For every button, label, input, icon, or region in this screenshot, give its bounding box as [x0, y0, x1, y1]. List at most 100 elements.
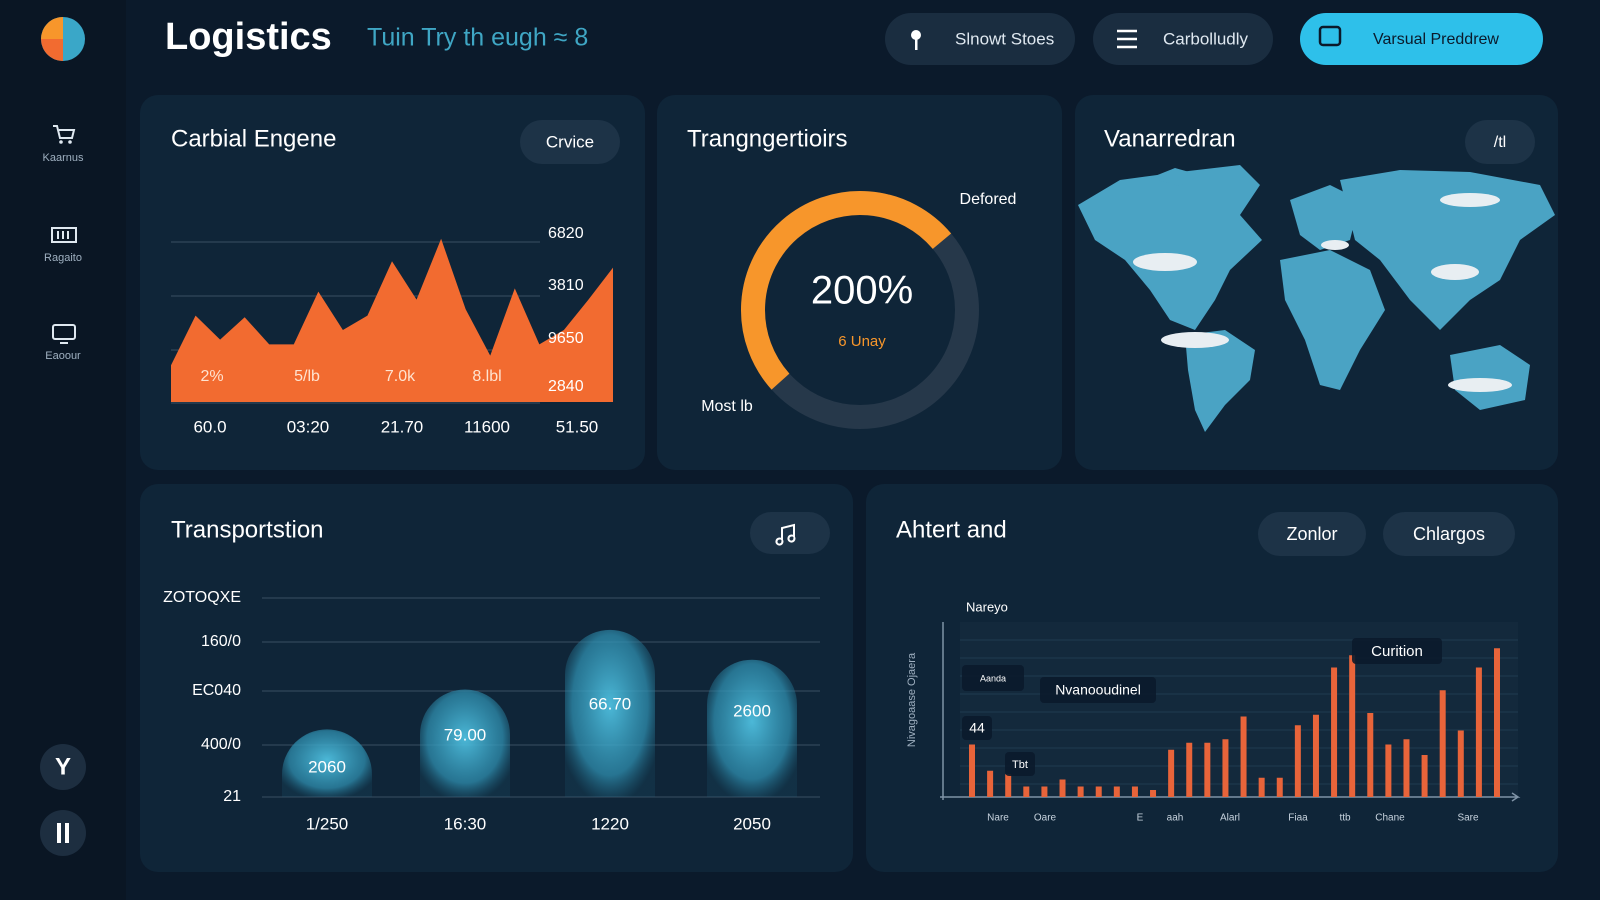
right-label: 6820: [548, 225, 584, 242]
sidebar-item[interactable]: Ragaito: [44, 227, 82, 264]
annotation: 44: [969, 720, 985, 736]
button-label: Chlargos: [1413, 524, 1485, 544]
sidebar-item[interactable]: Kaarnus: [43, 125, 84, 164]
gauge-label: Defored: [960, 191, 1017, 208]
panel-title: Carbial Engene: [171, 125, 336, 152]
x-tick-label: Alarl: [1220, 813, 1240, 824]
bar: [1439, 690, 1446, 797]
x-tick-label: 1/250: [306, 814, 349, 833]
inner-label: 8.lbl: [472, 368, 501, 385]
bar: [1168, 749, 1175, 797]
bar: [1403, 739, 1410, 797]
bar: [1258, 777, 1265, 797]
bar-label: 2600: [733, 701, 771, 720]
avatar-letter: Y: [55, 753, 71, 780]
logo: [41, 17, 85, 61]
button-label: Carbolludly: [1163, 29, 1249, 48]
panel-title: Trangngertioirs: [687, 125, 848, 152]
gauge-arc: [741, 191, 952, 390]
x-tick-label: 1220: [591, 814, 629, 833]
bar: [1023, 786, 1030, 797]
annotation: Tbt: [1012, 759, 1028, 771]
bar: [1367, 713, 1374, 797]
x-tick-label: Nare: [987, 813, 1009, 824]
right-label: 2840: [548, 378, 584, 395]
x-tick-label: 2050: [733, 814, 771, 833]
bar: [1204, 742, 1211, 797]
button-label: Varsual Preddrew: [1373, 31, 1499, 48]
world-map: [1078, 165, 1555, 432]
annotation-box: [1040, 677, 1156, 703]
bar: [1150, 790, 1157, 797]
avatar[interactable]: Y: [40, 744, 86, 790]
y-tick-label: 21: [223, 788, 241, 805]
x-tick-label: E: [1137, 813, 1144, 824]
bar: [1421, 755, 1428, 797]
y-axis-label: Nivagoaase Ojaera: [906, 652, 918, 747]
x-tick-label: ttb: [1339, 813, 1351, 824]
bar: [1005, 774, 1012, 797]
panel: [657, 95, 1062, 470]
x-tick-label: 60.0: [193, 417, 226, 436]
sidebar-label: Ragaito: [44, 252, 82, 264]
bar: [987, 770, 994, 797]
bar: [707, 659, 797, 797]
bar-label: 2060: [308, 757, 346, 776]
bar: [1331, 667, 1338, 797]
bar: [282, 729, 372, 797]
bar: [1312, 714, 1319, 797]
x-tick-label: 03:20: [287, 417, 330, 436]
header-button[interactable]: Carbolludly: [1093, 13, 1273, 65]
bar: [1222, 739, 1229, 797]
x-tick-label: 16:30: [444, 814, 487, 833]
bar: [1276, 777, 1283, 797]
inner-label: 7.0k: [385, 368, 416, 385]
panel-button[interactable]: Chlargos: [1383, 512, 1515, 556]
page-title: Logistics: [165, 16, 332, 58]
bar: [420, 689, 510, 797]
annotation: Curition: [1371, 643, 1423, 660]
annotation-box: [962, 716, 992, 740]
panel-title: Ahtert and: [896, 516, 1007, 543]
bar: [1113, 786, 1120, 797]
gauge-sublabel: 6 Unay: [838, 333, 886, 350]
x-tick-label: 11600: [464, 417, 510, 436]
annotation: Nvanooudinel: [1055, 682, 1141, 698]
button-label: Zonlor: [1286, 524, 1337, 544]
y-tick-label: 400/0: [201, 736, 241, 753]
sidebar-label: Eaoour: [45, 350, 81, 362]
header-button[interactable]: Varsual Preddrew: [1300, 13, 1543, 65]
panel-button[interactable]: [750, 512, 830, 554]
gauge-label: Most lb: [701, 398, 753, 415]
x-tick-label: Sare: [1457, 813, 1479, 824]
bar-label: 79.00: [444, 725, 487, 744]
panel-button[interactable]: Zonlor: [1258, 512, 1366, 556]
y-tick-label: EC040: [192, 682, 241, 699]
bar: [1385, 744, 1392, 797]
sidebar-item[interactable]: Eaoour: [45, 324, 81, 362]
pause-button[interactable]: [40, 810, 86, 856]
bar: [969, 744, 975, 797]
panel-button[interactable]: /tl: [1465, 120, 1535, 164]
page-subtitle: Tuin Try th eugh ≈ 8: [367, 24, 588, 52]
inner-label: 5/lb: [294, 368, 320, 385]
button-label: /tl: [1494, 134, 1506, 151]
bar: [1240, 716, 1247, 797]
panel-title: Transportstion: [171, 516, 324, 543]
annotation: Aanda: [980, 673, 1006, 683]
button-label: Crvice: [546, 132, 594, 151]
x-tick-label: 21.70: [381, 417, 424, 436]
bar: [1059, 779, 1066, 797]
sidebar-label: Kaarnus: [43, 152, 84, 164]
annotation-box: [1005, 752, 1035, 776]
bar: [1494, 648, 1500, 797]
bar: [1349, 655, 1356, 797]
header-button[interactable]: Slnowt Stoes: [885, 13, 1075, 65]
inner-label: 2%: [200, 368, 223, 385]
bar: [1131, 786, 1138, 797]
right-label: 3810: [548, 277, 584, 294]
panel-title: Vanarredran: [1104, 125, 1236, 152]
plane-icons: [1133, 193, 1512, 392]
panel-button[interactable]: Crvice: [520, 120, 620, 164]
